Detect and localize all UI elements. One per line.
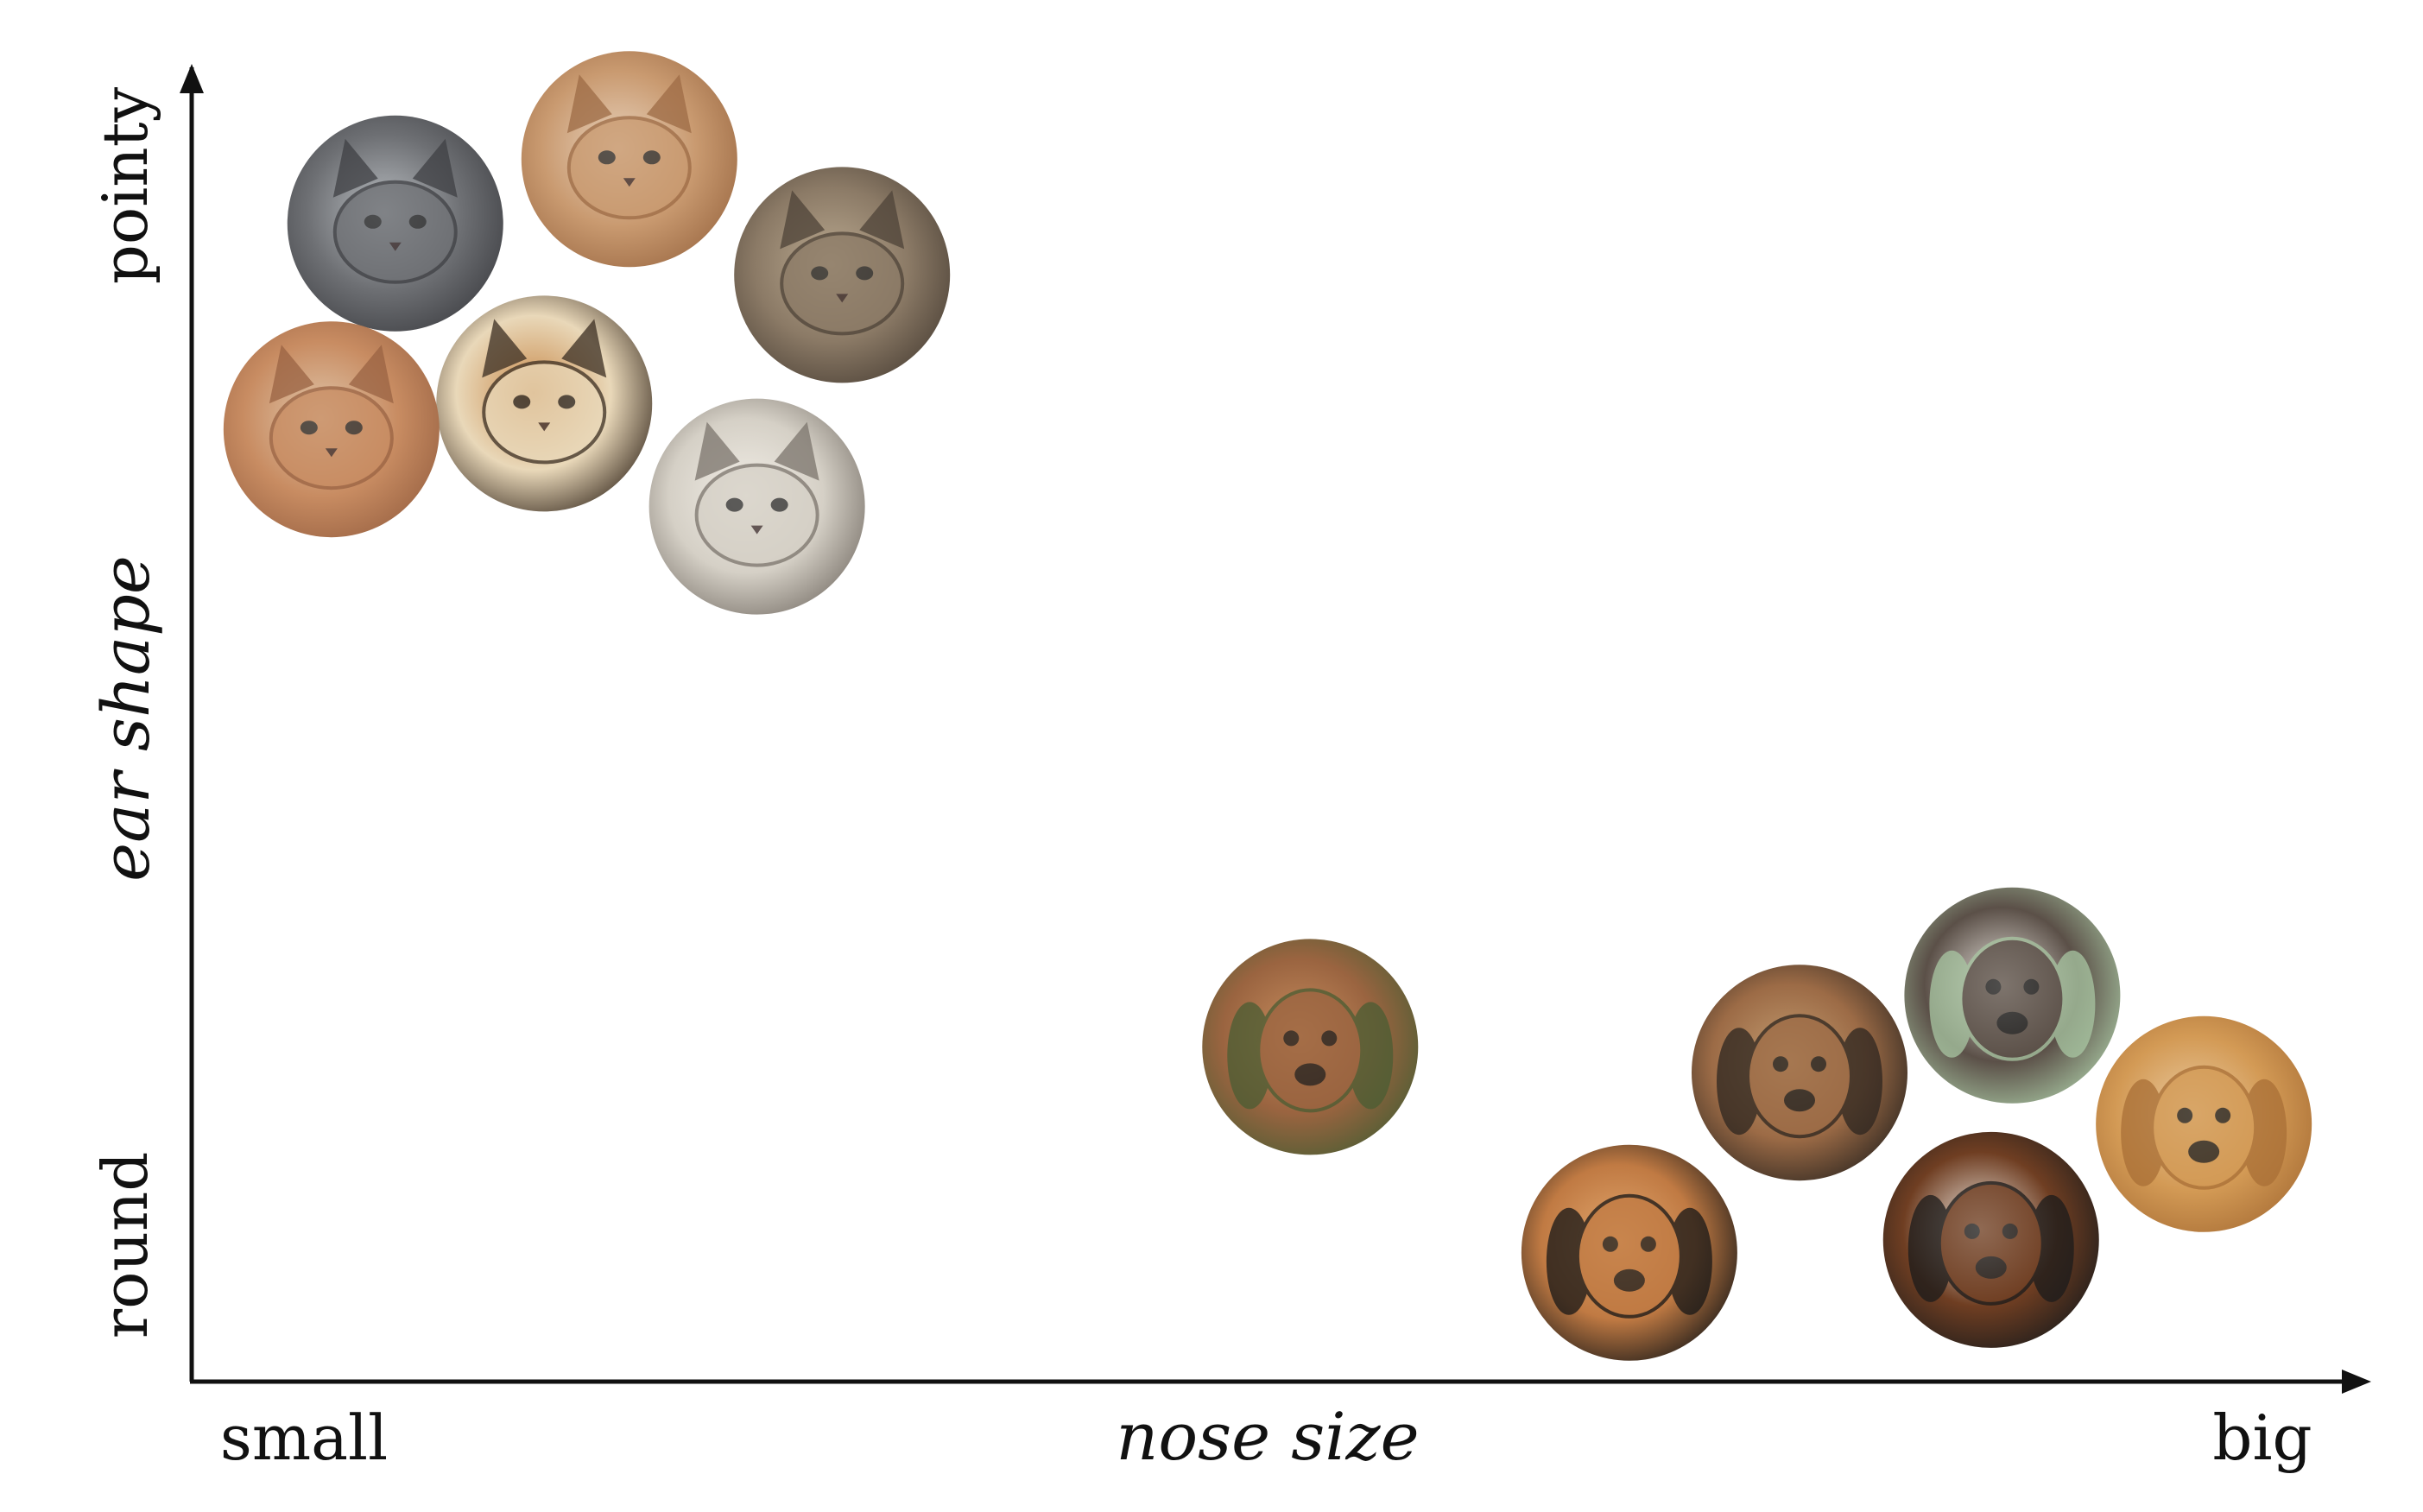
- cat-point-1: [287, 115, 503, 332]
- cat-face-icon: [269, 345, 394, 490]
- dog-point-11: [1882, 1131, 2099, 1348]
- cat-face-icon: [566, 74, 692, 220]
- cat-face-icon: [482, 319, 607, 465]
- y-axis-arrowhead: [180, 64, 204, 93]
- y-axis-title: ear shape: [87, 555, 164, 882]
- dog-face-icon: [1717, 1014, 1882, 1139]
- data-points: [223, 51, 2312, 1361]
- dog-point-7: [1202, 939, 1419, 1155]
- dog-face-icon: [1929, 936, 2096, 1061]
- cat-point-2: [521, 51, 737, 268]
- dog-face-icon: [1227, 988, 1394, 1113]
- x-axis-title: nose size: [1116, 1398, 1419, 1475]
- y-tick-label-low: round: [89, 1152, 161, 1339]
- dog-face-icon: [1907, 1180, 2074, 1306]
- dog-point-8: [1521, 1144, 1737, 1361]
- dog-face-icon: [2121, 1065, 2287, 1190]
- dog-point-12: [2096, 1015, 2312, 1232]
- dog-point-9: [1692, 965, 1907, 1181]
- x-tick-label-low: small: [220, 1401, 388, 1474]
- cat-point-4: [436, 295, 653, 512]
- cat-point-3: [734, 167, 951, 383]
- cat-point-6: [648, 398, 865, 615]
- cat-face-icon: [694, 421, 819, 567]
- x-axis-arrowhead: [2342, 1370, 2371, 1394]
- x-tick-label-high: big: [2212, 1401, 2312, 1474]
- dog-face-icon: [1546, 1193, 1712, 1319]
- dog-point-10: [1904, 887, 2121, 1104]
- cat-face-icon: [780, 190, 905, 336]
- cat-face-icon: [332, 138, 458, 284]
- y-tick-label-high: pointy: [89, 86, 161, 284]
- cat-point-5: [223, 321, 440, 538]
